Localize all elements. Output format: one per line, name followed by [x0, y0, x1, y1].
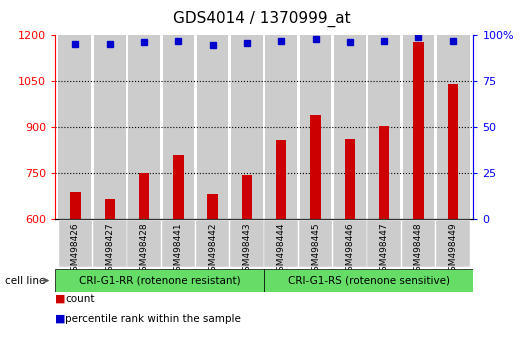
FancyBboxPatch shape [230, 221, 264, 267]
FancyBboxPatch shape [59, 221, 92, 267]
Bar [93, 35, 127, 219]
Text: GSM498444: GSM498444 [277, 223, 286, 277]
FancyBboxPatch shape [265, 221, 298, 267]
Bar [436, 35, 470, 219]
Bar [379, 126, 389, 219]
Bar [400, 35, 403, 219]
Text: GSM498448: GSM498448 [414, 223, 423, 278]
Text: GSM498445: GSM498445 [311, 223, 320, 278]
Text: CRI-G1-RS (rotenone sensitive): CRI-G1-RS (rotenone sensitive) [288, 275, 450, 286]
Text: percentile rank within the sample: percentile rank within the sample [65, 314, 241, 324]
Bar [448, 85, 458, 219]
FancyBboxPatch shape [299, 221, 332, 267]
Text: cell line: cell line [5, 275, 46, 286]
Bar [413, 41, 424, 219]
Bar [345, 139, 355, 219]
Text: ■: ■ [55, 314, 65, 324]
FancyBboxPatch shape [93, 221, 127, 267]
Bar [127, 35, 161, 219]
Bar [242, 175, 252, 219]
Text: GSM498426: GSM498426 [71, 223, 80, 278]
Bar [139, 173, 149, 219]
Bar [333, 35, 367, 219]
Bar [173, 155, 184, 219]
Text: GSM498447: GSM498447 [380, 223, 389, 278]
Text: GSM498427: GSM498427 [105, 223, 115, 278]
Bar [126, 35, 128, 219]
Bar [230, 35, 264, 219]
FancyBboxPatch shape [333, 221, 367, 267]
Bar [332, 35, 334, 219]
FancyBboxPatch shape [196, 221, 230, 267]
Text: CRI-G1-RR (rotenone resistant): CRI-G1-RR (rotenone resistant) [78, 275, 241, 286]
Bar [160, 35, 163, 219]
Bar [196, 35, 230, 219]
Text: GSM498446: GSM498446 [345, 223, 355, 278]
Text: GDS4014 / 1370999_at: GDS4014 / 1370999_at [173, 11, 350, 27]
Bar [299, 35, 333, 219]
Bar [264, 35, 299, 219]
Bar [310, 115, 321, 219]
FancyBboxPatch shape [402, 221, 435, 267]
Bar [194, 35, 197, 219]
FancyBboxPatch shape [55, 269, 264, 292]
Text: count: count [65, 294, 95, 304]
Bar [229, 35, 231, 219]
Bar [70, 192, 81, 219]
Bar [59, 35, 93, 219]
FancyBboxPatch shape [127, 221, 161, 267]
Text: GSM498443: GSM498443 [243, 223, 252, 278]
Bar [367, 35, 401, 219]
Text: GSM498428: GSM498428 [140, 223, 149, 278]
Text: ■: ■ [55, 294, 65, 304]
FancyBboxPatch shape [436, 221, 470, 267]
Bar [92, 35, 94, 219]
Bar [401, 35, 436, 219]
Text: GSM498441: GSM498441 [174, 223, 183, 278]
Bar [434, 35, 437, 219]
Bar [263, 35, 266, 219]
Text: GSM498442: GSM498442 [208, 223, 217, 277]
Bar [297, 35, 300, 219]
Text: GSM498449: GSM498449 [448, 223, 457, 278]
FancyBboxPatch shape [162, 221, 195, 267]
FancyBboxPatch shape [367, 221, 401, 267]
Bar [105, 199, 115, 219]
FancyBboxPatch shape [264, 269, 473, 292]
Bar [208, 194, 218, 219]
Bar [276, 140, 287, 219]
Bar [161, 35, 196, 219]
Bar [366, 35, 368, 219]
